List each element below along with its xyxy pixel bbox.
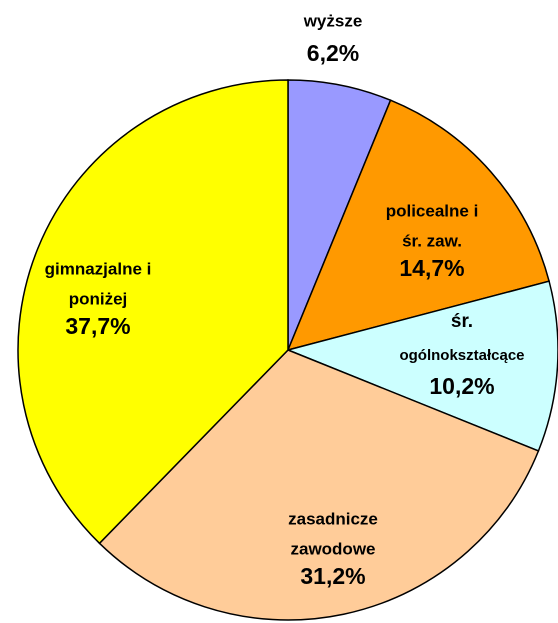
value-label: 14,7% — [399, 255, 464, 281]
value-label: 37,7% — [65, 313, 130, 339]
value-label: 10,2% — [429, 373, 494, 399]
slice-label: zasadnicze — [288, 509, 378, 528]
slice-label: policealne i — [386, 201, 479, 220]
value-label: 31,2% — [300, 563, 365, 589]
slice-label: gimnazjalne i — [45, 259, 152, 278]
slice-label: wyższe — [303, 11, 363, 30]
pie-slice — [98, 349, 540, 621]
pie-slice — [286, 99, 551, 352]
slice-label: zawodowe — [290, 539, 375, 558]
pie-slice — [285, 280, 558, 452]
slice-label: ogólnokształcące — [399, 347, 524, 364]
pie-slice — [17, 79, 289, 545]
slice-label: poniżej — [69, 289, 128, 308]
value-label: 6,2% — [307, 40, 359, 66]
slice-label: śr. zaw. — [402, 231, 462, 250]
slice-label: śr. — [451, 311, 473, 332]
